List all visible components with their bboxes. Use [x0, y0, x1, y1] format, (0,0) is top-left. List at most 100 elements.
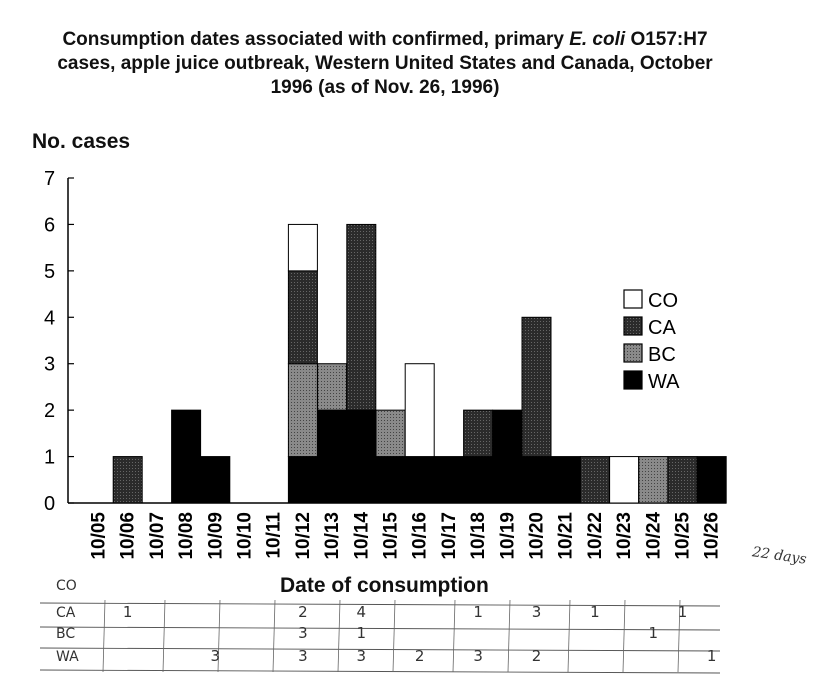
legend-swatch-co — [623, 289, 643, 309]
hand-col-8 — [567, 599, 571, 673]
x-tick-label-10-20: 10/20 — [527, 512, 548, 560]
x-tick-label-10-15: 10/15 — [381, 512, 402, 560]
legend-label-co: CO — [648, 290, 678, 312]
hand-entry-wa-10-14: 3 — [357, 647, 367, 665]
bar-wa-10-20 — [521, 456, 552, 504]
hand-entry-wa-10-09: 3 — [211, 647, 221, 665]
bar-wa-10-16 — [404, 456, 435, 504]
legend-label-ca: CA — [648, 317, 676, 339]
x-tick-label-10-25: 10/25 — [673, 512, 694, 560]
bar-wa-10-09 — [200, 456, 231, 504]
legend-swatch-wa — [623, 370, 643, 390]
hand-row-label-co: CO — [56, 578, 77, 594]
hand-entry-wa-10-12: 3 — [298, 647, 308, 665]
x-tick-label-10-07: 10/07 — [147, 512, 168, 560]
hand-entry-bc-10-24: 1 — [649, 624, 659, 642]
hand-rule-0 — [39, 602, 721, 607]
x-tick-label-10-26: 10/26 — [702, 512, 723, 560]
hand-rule-1 — [39, 626, 721, 631]
hand-row-label-ca: CA — [56, 605, 76, 621]
x-tick-label-10-14: 10/14 — [351, 512, 372, 560]
chart-title-line-1: Consumption dates associated with confir… — [0, 28, 770, 52]
hand-entry-wa-10-26: 1 — [707, 647, 717, 665]
x-tick-label-10-10: 10/10 — [235, 512, 256, 560]
title-line1-italic: E. coli — [569, 29, 626, 50]
bar-bc-10-13 — [317, 363, 348, 411]
hand-rule-3 — [39, 669, 721, 674]
hand-col-0 — [102, 599, 106, 673]
x-tick-label-10-17: 10/17 — [439, 512, 460, 560]
y-tick-label-4: 4 — [44, 307, 55, 329]
bar-ca-10-18 — [463, 409, 494, 458]
x-tick-label-10-06: 10/06 — [118, 512, 139, 560]
hand-entry-bc-10-14: 1 — [357, 624, 367, 642]
bar-bc-10-24 — [638, 456, 669, 504]
hand-col-4 — [337, 599, 341, 673]
hand-col-1 — [162, 599, 166, 673]
legend-swatch-ca — [623, 316, 643, 336]
legend-label-wa: WA — [648, 371, 680, 393]
hand-entry-wa-10-16: 2 — [415, 647, 425, 665]
hand-entry-ca-10-06: 1 — [123, 603, 133, 621]
bar-bc-10-12 — [287, 363, 318, 458]
bar-ca-10-14 — [346, 223, 377, 411]
bar-bc-10-15 — [375, 409, 406, 458]
hand-entry-ca-10-14: 4 — [357, 603, 367, 621]
x-tick-label-10-19: 10/19 — [497, 512, 518, 560]
hand-col-2 — [217, 599, 221, 673]
bar-wa-10-08 — [171, 409, 202, 504]
x-tick-label-10-12: 10/12 — [293, 512, 314, 560]
bar-ca-10-12 — [287, 270, 318, 365]
bar-wa-10-26 — [696, 456, 727, 504]
hand-col-5 — [392, 599, 396, 673]
bar-wa-10-19 — [492, 409, 523, 504]
hand-entry-ca-10-20: 3 — [532, 603, 542, 621]
hand-col-10 — [677, 599, 681, 673]
x-tick-label-10-21: 10/21 — [556, 512, 577, 560]
x-tick-label-10-13: 10/13 — [322, 512, 343, 560]
bar-ca-10-20 — [521, 316, 552, 458]
bar-wa-10-12 — [287, 456, 318, 504]
hand-row-label-bc: BC — [56, 626, 75, 642]
bar-co-10-16 — [404, 363, 435, 458]
x-tick-label-10-24: 10/24 — [643, 512, 664, 560]
hand-col-9 — [622, 599, 626, 673]
bar-ca-10-22 — [579, 456, 610, 504]
y-tick-label-6: 6 — [44, 214, 55, 236]
bar-wa-10-21 — [550, 456, 581, 504]
hand-entry-bc-10-12: 3 — [298, 624, 308, 642]
x-tick-label-10-08: 10/08 — [176, 512, 197, 560]
hand-row-label-wa: WA — [56, 649, 79, 665]
hand-col-3 — [272, 599, 276, 673]
hand-entry-ca-10-22: 1 — [590, 603, 600, 621]
bar-wa-10-15 — [375, 456, 406, 504]
chart-title-line-2: cases, apple juice outbreak, Western Uni… — [57, 53, 713, 74]
legend-swatch-bc — [623, 343, 643, 363]
y-tick-label-3: 3 — [44, 354, 55, 376]
chart-title-line-3: 1996 (as of Nov. 26, 1996) — [270, 77, 500, 98]
hand-entry-ca-10-25: 1 — [678, 603, 688, 621]
hand-col-7 — [507, 599, 511, 673]
bar-co-10-23 — [609, 456, 640, 504]
y-tick-label-0: 0 — [44, 493, 55, 515]
x-tick-label-10-09: 10/09 — [205, 512, 226, 560]
hand-rule-2 — [39, 647, 721, 652]
hand-entry-ca-10-12: 2 — [298, 603, 308, 621]
bar-co-10-12 — [287, 223, 318, 272]
hand-col-6 — [452, 599, 456, 673]
title-line1-post: O157:H7 — [625, 29, 708, 50]
bar-wa-10-14 — [346, 409, 377, 504]
chart-title: Consumption dates associated with confir… — [0, 28, 770, 100]
bar-wa-10-18 — [463, 456, 494, 504]
y-tick-label-2: 2 — [44, 400, 55, 422]
bar-ca-10-06 — [112, 456, 143, 504]
bar-wa-10-13 — [317, 409, 348, 504]
hand-entry-ca-10-18: 1 — [473, 603, 483, 621]
x-tick-label-10-23: 10/23 — [614, 512, 635, 560]
x-tick-label-10-05: 10/05 — [89, 512, 110, 560]
hand-entry-wa-10-20: 2 — [532, 647, 542, 665]
y-axis-title: No. cases — [32, 130, 131, 153]
x-tick-label-10-22: 10/22 — [585, 512, 606, 560]
hand-entry-wa-10-18: 3 — [473, 647, 483, 665]
